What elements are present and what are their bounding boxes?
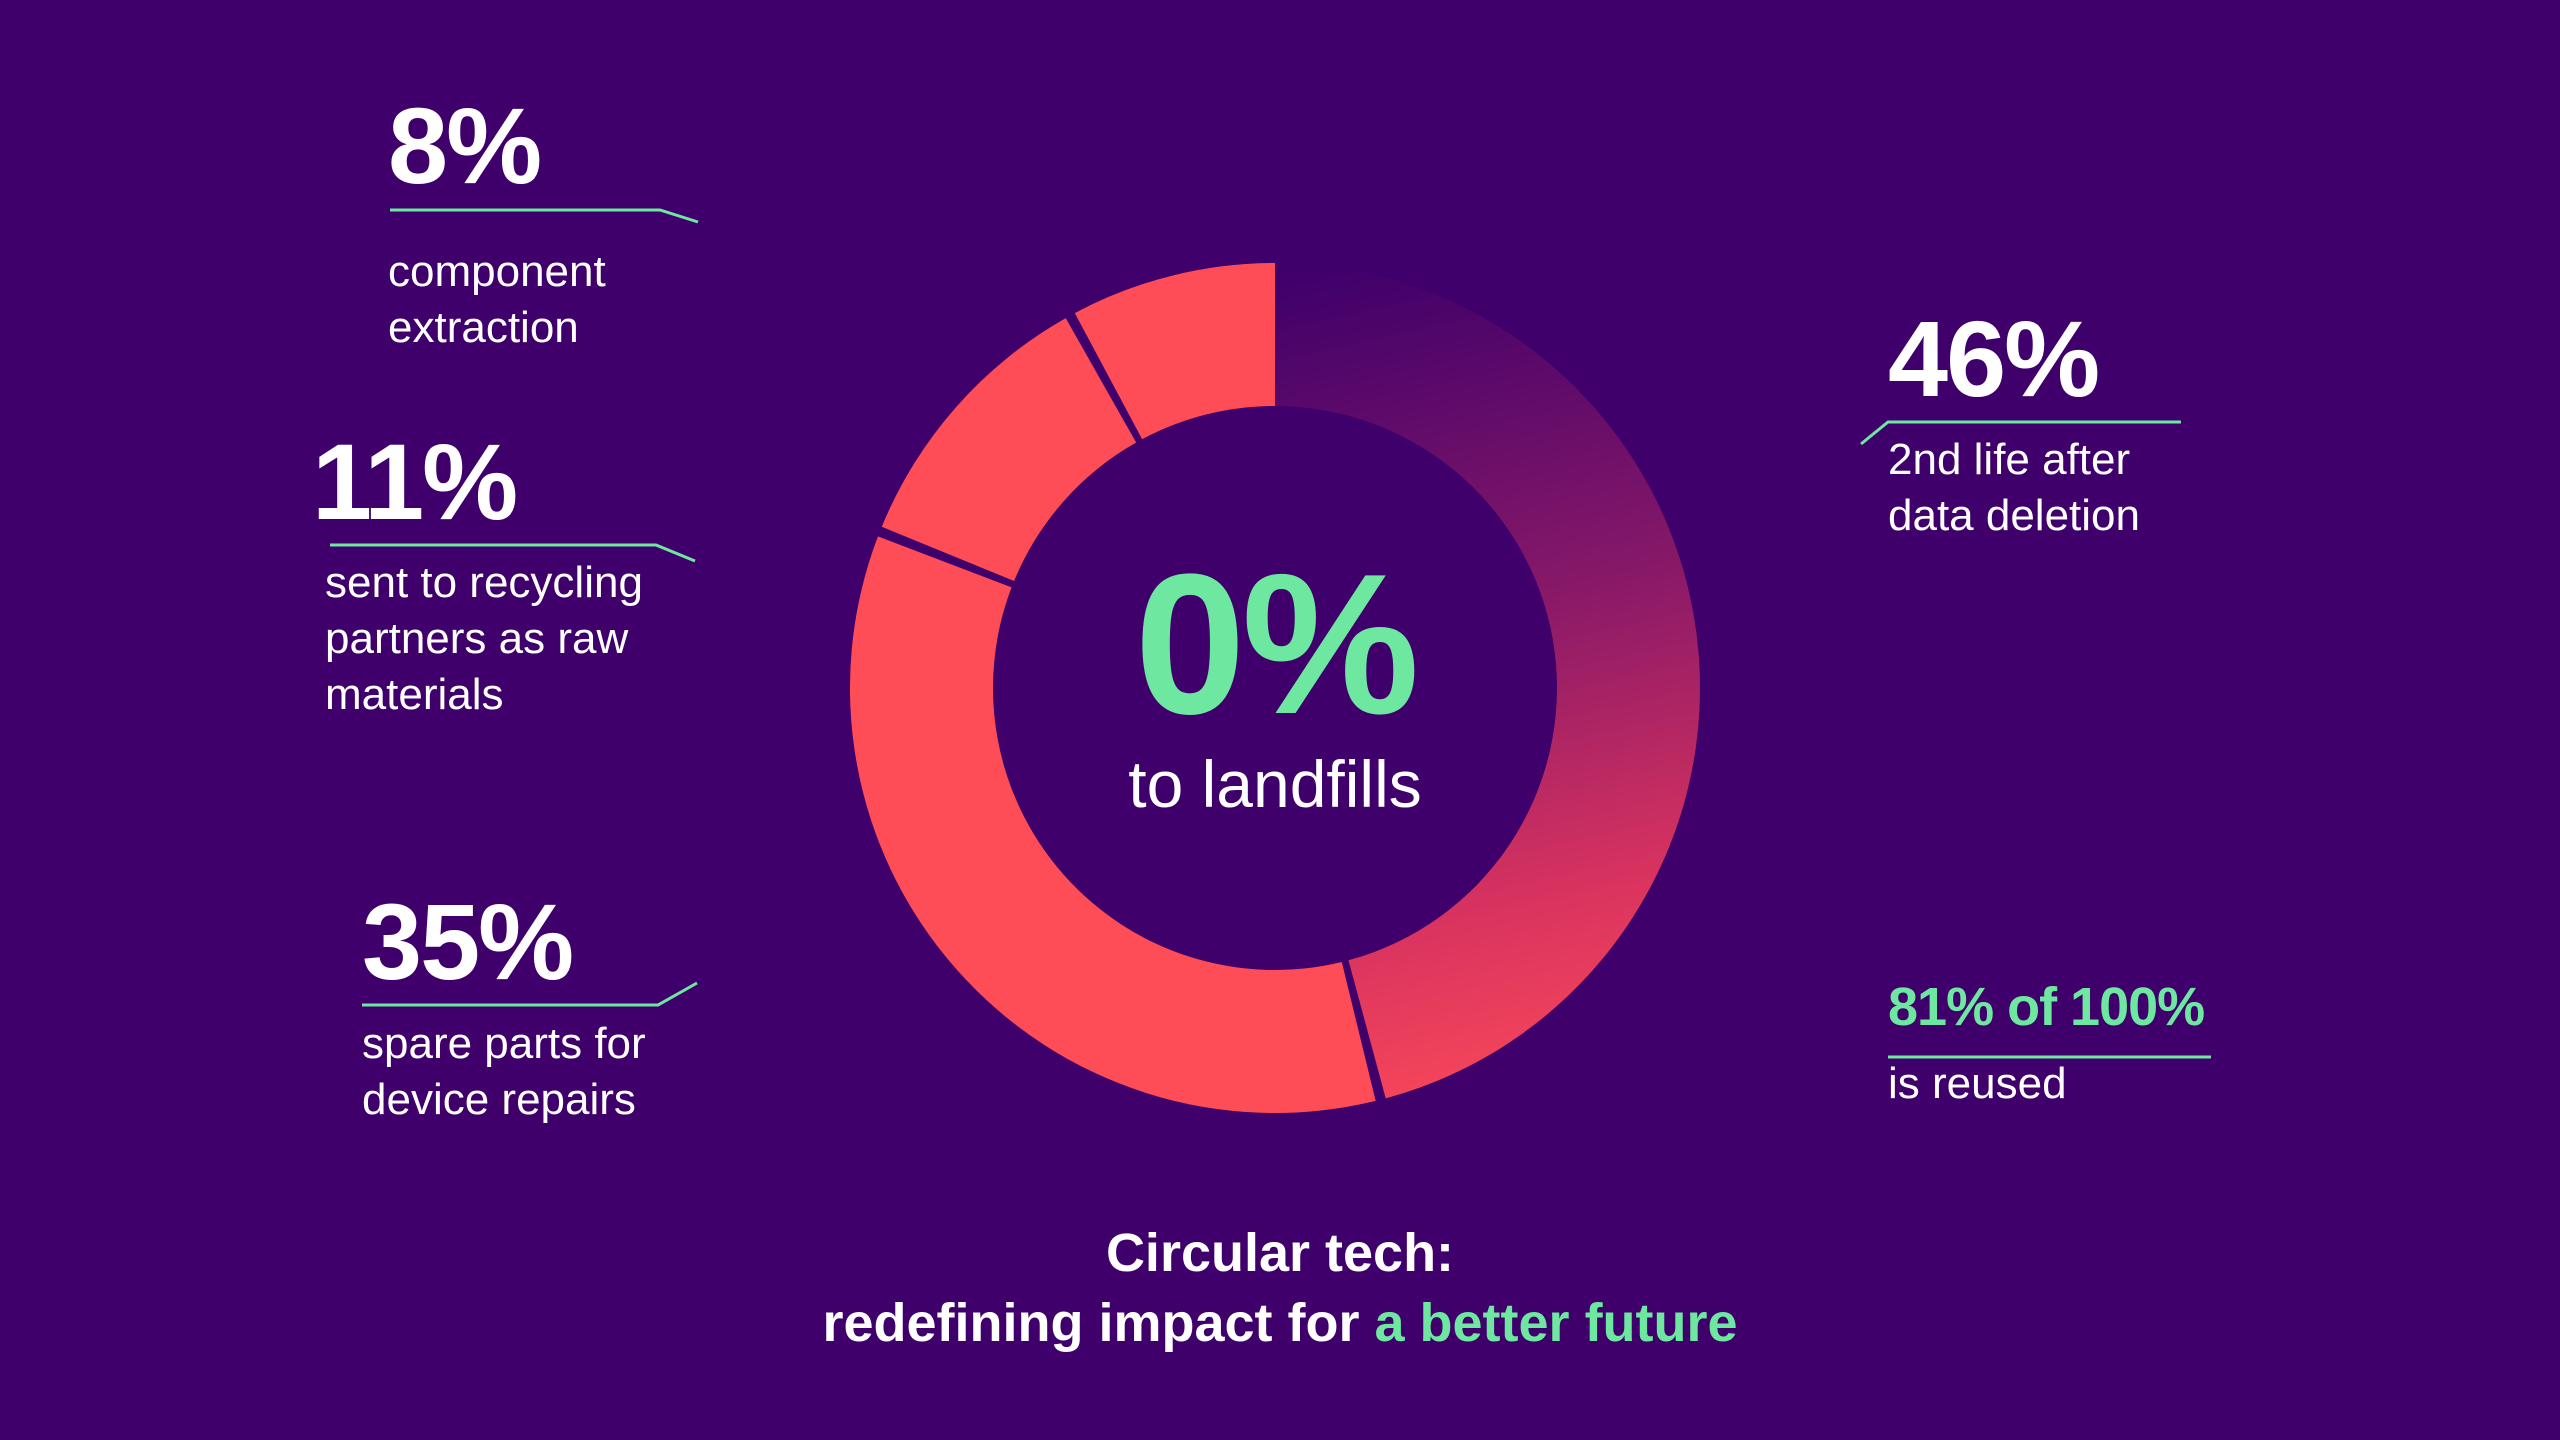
- stat-component-extraction: 8% component extraction: [388, 92, 606, 356]
- stat-recycling: 11%: [312, 421, 518, 542]
- stat-value: 35%: [362, 881, 574, 1002]
- donut-segment-recycling: [881, 318, 1137, 581]
- stat-label: 2nd life after data deletion: [1888, 435, 2140, 540]
- footer-title: Circular tech: redefining impact for a b…: [0, 1218, 2560, 1358]
- footer-line-2: redefining impact for a better future: [822, 1293, 1738, 1353]
- landfill-label: to landfills: [1128, 747, 1422, 821]
- donut-segment-spare-parts: [849, 536, 1376, 1113]
- footer-accent: a better future: [1374, 1293, 1738, 1353]
- footer-line-1: Circular tech:: [1105, 1223, 1455, 1283]
- stat-label: spare parts for device repairs: [362, 1019, 646, 1124]
- center-annotation: 0% to landfills: [1075, 533, 1475, 821]
- stat-recycling-label: sent to recycling partners as raw materi…: [325, 555, 643, 723]
- landfill-percentage: 0%: [1134, 533, 1419, 756]
- stat-spare-parts-label: spare parts for device repairs: [362, 1016, 646, 1128]
- stat-label: sent to recycling partners as raw materi…: [325, 558, 643, 719]
- stat-value: 8%: [388, 85, 542, 206]
- stat-value: 46%: [1888, 298, 2100, 419]
- reuse-label: is reused: [1888, 1059, 2067, 1108]
- donut-segment-second-life: [1275, 263, 1700, 1099]
- stat-second-life: 46%: [1888, 298, 2100, 419]
- stat-reused: 81% of 100% is reused: [1888, 977, 2205, 1112]
- stat-value: 11%: [312, 421, 518, 542]
- reuse-value: 81% of 100%: [1888, 977, 2205, 1037]
- donut-segment-component-extraction: [1074, 263, 1275, 440]
- stat-label: component extraction: [388, 247, 606, 352]
- stat-spare-parts: 35%: [362, 881, 574, 1002]
- stat-second-life-label: 2nd life after data deletion: [1888, 432, 2140, 544]
